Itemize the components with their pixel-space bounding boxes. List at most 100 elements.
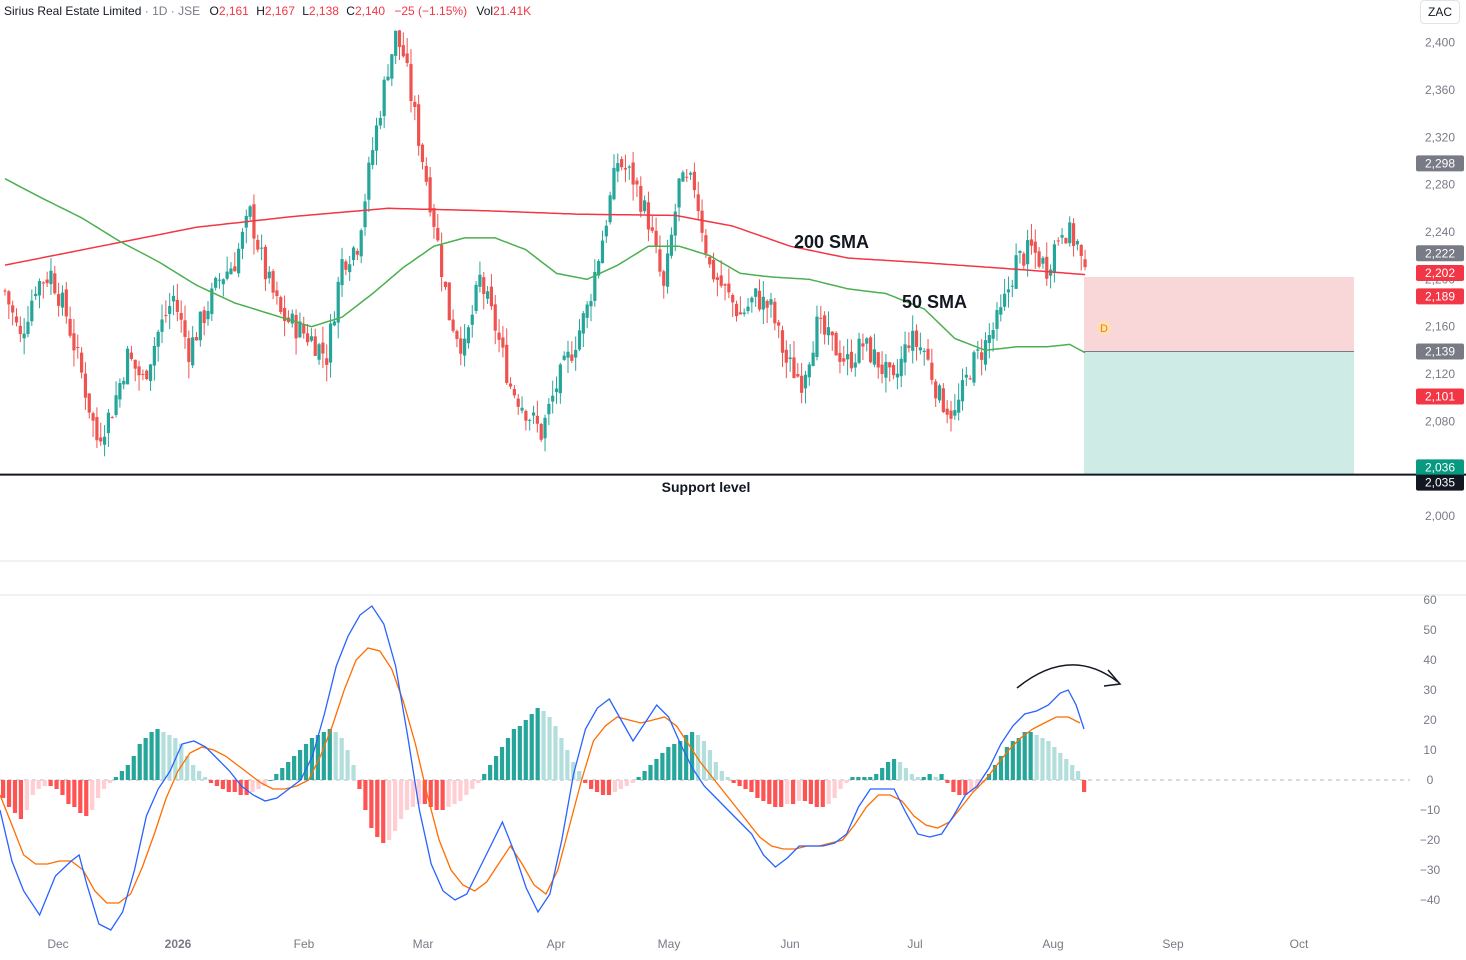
legend-sep-2: ·	[170, 4, 179, 18]
candle-body	[922, 350, 926, 353]
candle-body	[305, 333, 310, 343]
candle	[719, 260, 723, 288]
candle	[87, 393, 91, 419]
candle-body	[830, 331, 834, 336]
time-tick-label: Feb	[294, 937, 315, 951]
macd-histogram-bar	[493, 756, 499, 780]
candle-body	[129, 352, 133, 359]
candle	[436, 213, 440, 242]
candle	[114, 381, 118, 418]
candle-body	[1075, 241, 1079, 245]
candle-body	[700, 210, 704, 233]
candle	[846, 338, 850, 376]
macd-histogram-bar	[48, 780, 53, 786]
candle-body	[26, 321, 30, 335]
take-profit-zone[interactable]	[1084, 351, 1354, 475]
macd-histogram-bar	[428, 780, 433, 807]
candle-body	[991, 330, 995, 339]
candle	[382, 76, 386, 129]
macd-histogram-bar	[1046, 741, 1051, 780]
candle-body	[654, 230, 658, 247]
candle	[344, 259, 348, 276]
candle	[313, 328, 317, 357]
macd-histogram-bar	[238, 780, 243, 795]
macd-histogram-bar	[208, 780, 214, 783]
candle	[891, 362, 896, 380]
candle	[941, 383, 945, 414]
candle	[1041, 256, 1045, 269]
macd-histogram-bar	[553, 726, 558, 780]
candle	[922, 347, 926, 366]
candle	[800, 363, 804, 404]
macd-histogram-bar	[713, 762, 718, 780]
candle-body	[348, 264, 352, 273]
candle	[355, 248, 359, 261]
sma200-annotation: 200 SMA	[794, 232, 869, 252]
candle-body	[60, 292, 65, 308]
sma50-annotation: 50 SMA	[902, 292, 967, 312]
candle-body	[133, 359, 137, 369]
macd-histogram-bar	[197, 771, 202, 780]
currency-button[interactable]: ZAC	[1420, 0, 1460, 24]
candle-body	[911, 330, 915, 351]
macd-histogram-bar	[440, 780, 445, 810]
macd-axis[interactable]: 60 50 40 30 20 10 0 −10 −20 −30 −40	[1420, 593, 1441, 907]
macd-histogram-bar	[345, 750, 350, 780]
candle-body	[708, 257, 712, 265]
macd-histogram-bar	[850, 777, 855, 780]
macd-histogram-bar	[220, 780, 225, 789]
macd-histogram-bar	[523, 720, 528, 780]
macd-histogram-bar	[256, 780, 261, 789]
time-tick-label: Oct	[1290, 937, 1309, 951]
stop-loss-zone[interactable]	[1084, 276, 1354, 352]
candle	[45, 271, 49, 288]
candle-body	[175, 299, 179, 312]
candle-body	[83, 373, 88, 398]
symbol-legend[interactable]: Sirius Real Estate Limited · 1D · JSE O2…	[4, 4, 531, 18]
price-label-text: 2,139	[1425, 345, 1455, 359]
candle-body	[256, 239, 260, 250]
macd-histogram-bar	[499, 747, 505, 780]
candle-body	[1060, 235, 1064, 238]
candle	[585, 301, 589, 329]
macd-histogram-bar	[60, 780, 65, 795]
legend-low-label: L	[302, 4, 309, 18]
candle-body	[313, 336, 317, 356]
candle-body	[87, 393, 91, 413]
macd-histogram-bar	[963, 780, 968, 795]
candle	[903, 331, 907, 376]
dividend-marker-circle[interactable]	[1097, 321, 1111, 335]
candle	[926, 339, 930, 361]
candle	[608, 191, 612, 225]
candle-body	[229, 268, 233, 275]
candle	[1060, 227, 1064, 245]
macd-histogram-bar	[874, 774, 879, 780]
macd-histogram-bar	[790, 780, 796, 804]
candle	[911, 315, 915, 364]
candle	[528, 418, 532, 431]
macd-histogram-bar	[1082, 780, 1087, 792]
candle	[80, 347, 84, 379]
candle-body	[520, 407, 524, 411]
candle	[183, 305, 187, 349]
macd-histogram-bar	[802, 780, 808, 801]
candle	[654, 217, 658, 254]
candle-body	[531, 412, 536, 416]
candle-body	[482, 277, 486, 295]
candle	[746, 297, 750, 315]
candle-body	[317, 344, 321, 360]
macd-pane[interactable]	[0, 605, 1410, 931]
curved-arrow-drawing[interactable]	[1016, 664, 1119, 689]
time-axis[interactable]: Dec 2026 Feb Mar Apr May Jun Jul Aug Sep Oct	[47, 937, 1309, 951]
macd-histogram-bar	[695, 735, 701, 780]
macd-histogram-bar	[885, 762, 891, 780]
candle-body	[474, 284, 478, 311]
candle-body	[260, 247, 264, 249]
candle	[995, 302, 999, 341]
candle-body	[715, 277, 719, 280]
candle-body	[719, 275, 723, 286]
macd-histogram-bar	[844, 780, 849, 783]
position-zones[interactable]	[1084, 276, 1354, 475]
